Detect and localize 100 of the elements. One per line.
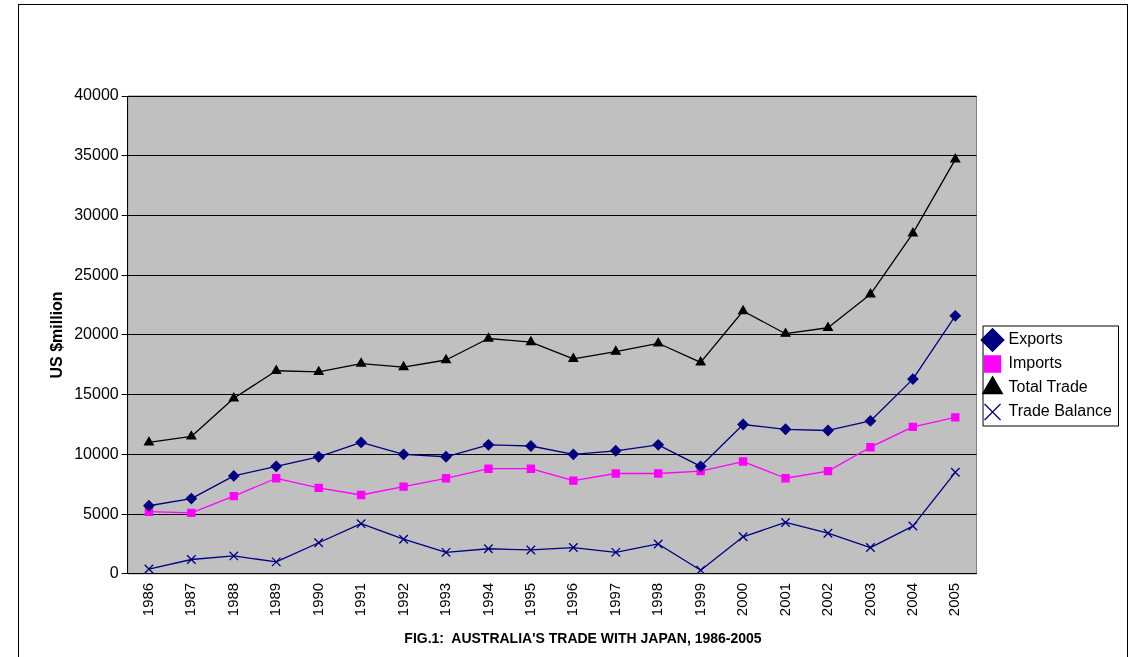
point [568, 542, 579, 553]
x-tick-label: 1994 [478, 582, 496, 617]
point [822, 424, 834, 437]
point [483, 543, 494, 554]
point [949, 310, 961, 322]
legend-label: Exports [1008, 330, 1063, 348]
point [610, 345, 621, 355]
point [482, 439, 495, 451]
y-tick-label: 40000 [74, 86, 119, 104]
y-tick-label: 0 [109, 564, 119, 582]
legend-label: Total Trade [1008, 378, 1088, 396]
point [441, 547, 451, 558]
x-tick-label: 1992 [393, 582, 411, 617]
point [780, 328, 791, 337]
point [610, 547, 621, 558]
point [526, 464, 536, 473]
point [653, 337, 664, 347]
point [610, 445, 622, 457]
point [186, 554, 197, 565]
x-tick-label: 1993 [436, 582, 454, 617]
y-axis-title: US $million [48, 291, 66, 379]
point [525, 336, 536, 346]
point [228, 470, 240, 482]
point [143, 436, 154, 446]
point [398, 534, 409, 545]
point [950, 467, 961, 478]
x-tick-label: 1986 [139, 582, 157, 617]
y-tick-label: 30000 [74, 205, 119, 223]
point [779, 423, 792, 435]
point [865, 542, 876, 553]
x-tick-label: 1990 [308, 582, 326, 617]
point [397, 448, 410, 461]
point [907, 521, 918, 531]
point [313, 451, 325, 463]
point [526, 545, 536, 555]
point [228, 551, 239, 561]
point [271, 365, 282, 374]
point [780, 517, 791, 528]
point [525, 440, 537, 452]
point [313, 366, 324, 376]
point [865, 288, 876, 298]
point [907, 373, 919, 385]
point [398, 361, 409, 371]
point [185, 492, 198, 505]
point [187, 508, 196, 518]
point [272, 474, 281, 483]
point [270, 460, 282, 472]
legend-label: Trade Balance [1008, 402, 1113, 420]
point [356, 518, 367, 529]
point [441, 474, 451, 483]
point [399, 482, 408, 491]
point [313, 537, 324, 548]
point [738, 531, 748, 542]
y-tick-label: 20000 [74, 325, 119, 343]
x-tick-label: 2004 [903, 582, 921, 617]
x-tick-label: 2005 [945, 582, 963, 617]
y-tick-label: 5000 [83, 504, 119, 522]
legend-label: Imports [1008, 354, 1062, 372]
point [738, 457, 748, 466]
point [781, 474, 790, 483]
point [440, 451, 452, 463]
point [569, 476, 578, 485]
point [568, 353, 579, 362]
x-tick-label: 1997 [605, 582, 623, 617]
x-tick-label: 1999 [690, 582, 708, 617]
point [823, 466, 833, 476]
text: FIG.1: AUSTRALIA'S TRADE WITH JAPAN, 1986-2005 [404, 630, 762, 647]
x-tick-label: 1989 [266, 582, 284, 617]
x-tick-label: 1991 [351, 582, 369, 617]
y-tick-label: 25000 [74, 265, 119, 283]
point [611, 469, 620, 478]
point [951, 413, 960, 422]
point [908, 422, 918, 432]
point [695, 565, 706, 574]
x-tick-label: 2001 [775, 582, 793, 617]
x-tick-label: 1996 [563, 582, 581, 617]
point [143, 500, 155, 512]
y-tick-label: 10000 [74, 444, 119, 462]
x-tick-label: 1988 [223, 582, 241, 617]
point [866, 443, 875, 452]
point [229, 492, 238, 501]
point [653, 539, 664, 549]
point [356, 490, 366, 500]
point [737, 418, 749, 431]
point [484, 464, 493, 473]
point [356, 357, 367, 367]
x-tick-label: 1998 [648, 582, 666, 617]
point [652, 439, 664, 451]
point [144, 564, 154, 574]
point [441, 354, 451, 364]
y-tick-label: 15000 [74, 385, 119, 403]
point [567, 448, 579, 461]
point [314, 483, 323, 493]
point [738, 305, 749, 315]
point [483, 332, 494, 342]
point [823, 528, 833, 539]
point [186, 430, 197, 440]
x-tick-label: 2002 [818, 582, 836, 617]
point [695, 356, 706, 366]
point [355, 436, 367, 449]
